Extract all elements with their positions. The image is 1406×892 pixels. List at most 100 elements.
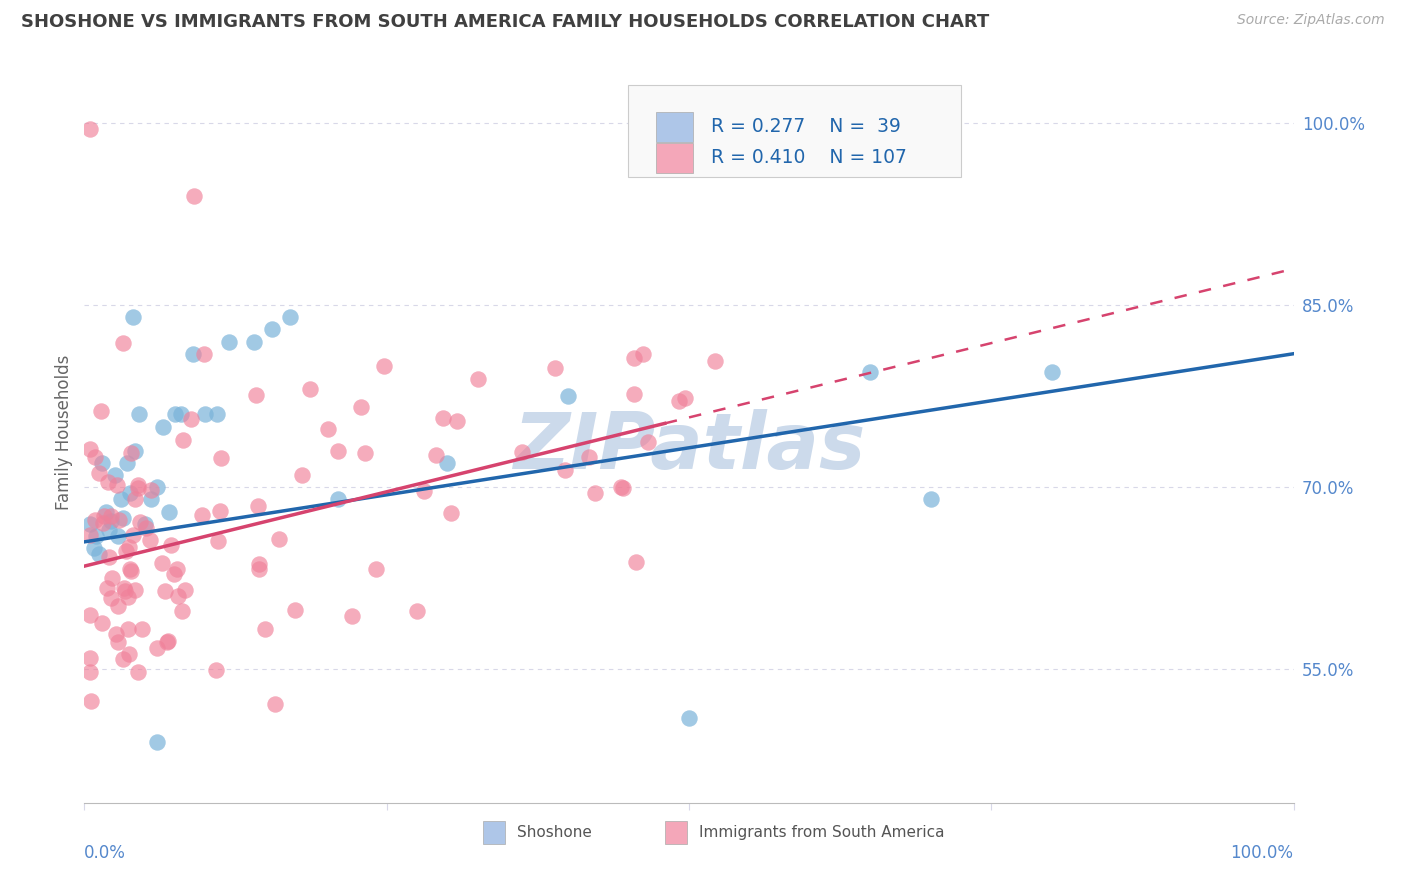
Point [120, 446, 142, 460]
Point [610, 480, 633, 494]
Point [117, 591, 139, 605]
Point [668, 394, 690, 409]
Point [87, 466, 110, 480]
Point [146, 735, 169, 749]
Point [80, 693, 103, 707]
Point [100, 508, 122, 523]
Point [146, 640, 169, 655]
Point [328, 443, 350, 458]
Point [180, 412, 202, 426]
Point [112, 581, 135, 595]
Point [107, 478, 129, 492]
Point [172, 604, 194, 618]
Point [209, 450, 232, 465]
Point [83, 513, 105, 527]
Point [207, 533, 229, 548]
Point [124, 443, 146, 458]
Point [328, 492, 350, 507]
Text: 0.0%: 0.0% [84, 844, 127, 862]
Bar [484, 822, 505, 844]
Point [100, 591, 122, 606]
Point [159, 538, 181, 552]
Point [90, 616, 112, 631]
Text: Shoshone: Shoshone [517, 825, 592, 840]
Point [124, 583, 146, 598]
Point [166, 562, 188, 576]
Bar [657, 112, 693, 142]
Point [340, 608, 363, 623]
Point [127, 481, 149, 495]
Point [96, 581, 118, 595]
Point [131, 622, 153, 636]
Point [554, 463, 576, 477]
Point [703, 353, 725, 368]
Point [122, 528, 145, 542]
Point [79, 650, 101, 665]
Point [83, 541, 105, 555]
Point [350, 400, 373, 414]
Point [172, 434, 194, 448]
Point [139, 492, 162, 507]
Point [150, 556, 173, 570]
Point [181, 347, 204, 361]
Point [128, 408, 150, 422]
Point [193, 347, 215, 361]
Point [510, 444, 533, 458]
Bar [657, 143, 693, 173]
Point [544, 360, 567, 375]
Point [623, 351, 645, 365]
Point [446, 414, 468, 428]
Point [205, 663, 228, 677]
Point [118, 647, 141, 661]
Y-axis label: Family Households: Family Households [55, 355, 73, 510]
Point [90, 404, 112, 418]
Point [86, 529, 108, 543]
Point [93, 516, 115, 530]
Point [87, 547, 110, 561]
Point [673, 391, 696, 405]
Point [166, 589, 188, 603]
Point [107, 529, 129, 543]
Point [93, 508, 115, 523]
Point [373, 359, 395, 373]
Point [120, 564, 142, 578]
Point [247, 499, 270, 513]
Point [139, 483, 162, 497]
Point [104, 468, 127, 483]
Point [183, 189, 205, 203]
Point [98, 550, 121, 565]
Text: Immigrants from South America: Immigrants from South America [699, 825, 943, 840]
FancyBboxPatch shape [628, 85, 962, 178]
Text: ZIPatlas: ZIPatlas [513, 409, 865, 485]
Point [94, 504, 117, 518]
Point [127, 665, 149, 679]
Point [264, 697, 287, 711]
Point [108, 513, 131, 527]
Point [112, 651, 135, 665]
Point [920, 492, 942, 507]
Point [153, 584, 176, 599]
Point [157, 504, 180, 518]
Point [209, 504, 232, 518]
Point [79, 122, 101, 136]
Point [114, 583, 136, 598]
Point [117, 622, 139, 636]
Point [578, 450, 600, 464]
Point [121, 310, 143, 325]
Point [124, 491, 146, 506]
Point [134, 516, 156, 531]
Point [260, 322, 283, 336]
Point [127, 477, 149, 491]
Point [100, 514, 122, 528]
Point [583, 486, 606, 500]
Text: R = 0.410    N = 107: R = 0.410 N = 107 [710, 148, 907, 168]
Point [91, 456, 114, 470]
Point [278, 310, 301, 325]
Point [111, 335, 134, 350]
Point [129, 516, 152, 530]
Point [425, 448, 447, 462]
Point [79, 442, 101, 456]
Point [245, 388, 267, 402]
Point [146, 480, 169, 494]
Text: SHOSHONE VS IMMIGRANTS FROM SOUTH AMERICA FAMILY HOUSEHOLDS CORRELATION CHART: SHOSHONE VS IMMIGRANTS FROM SOUTH AMERIC… [21, 13, 990, 31]
